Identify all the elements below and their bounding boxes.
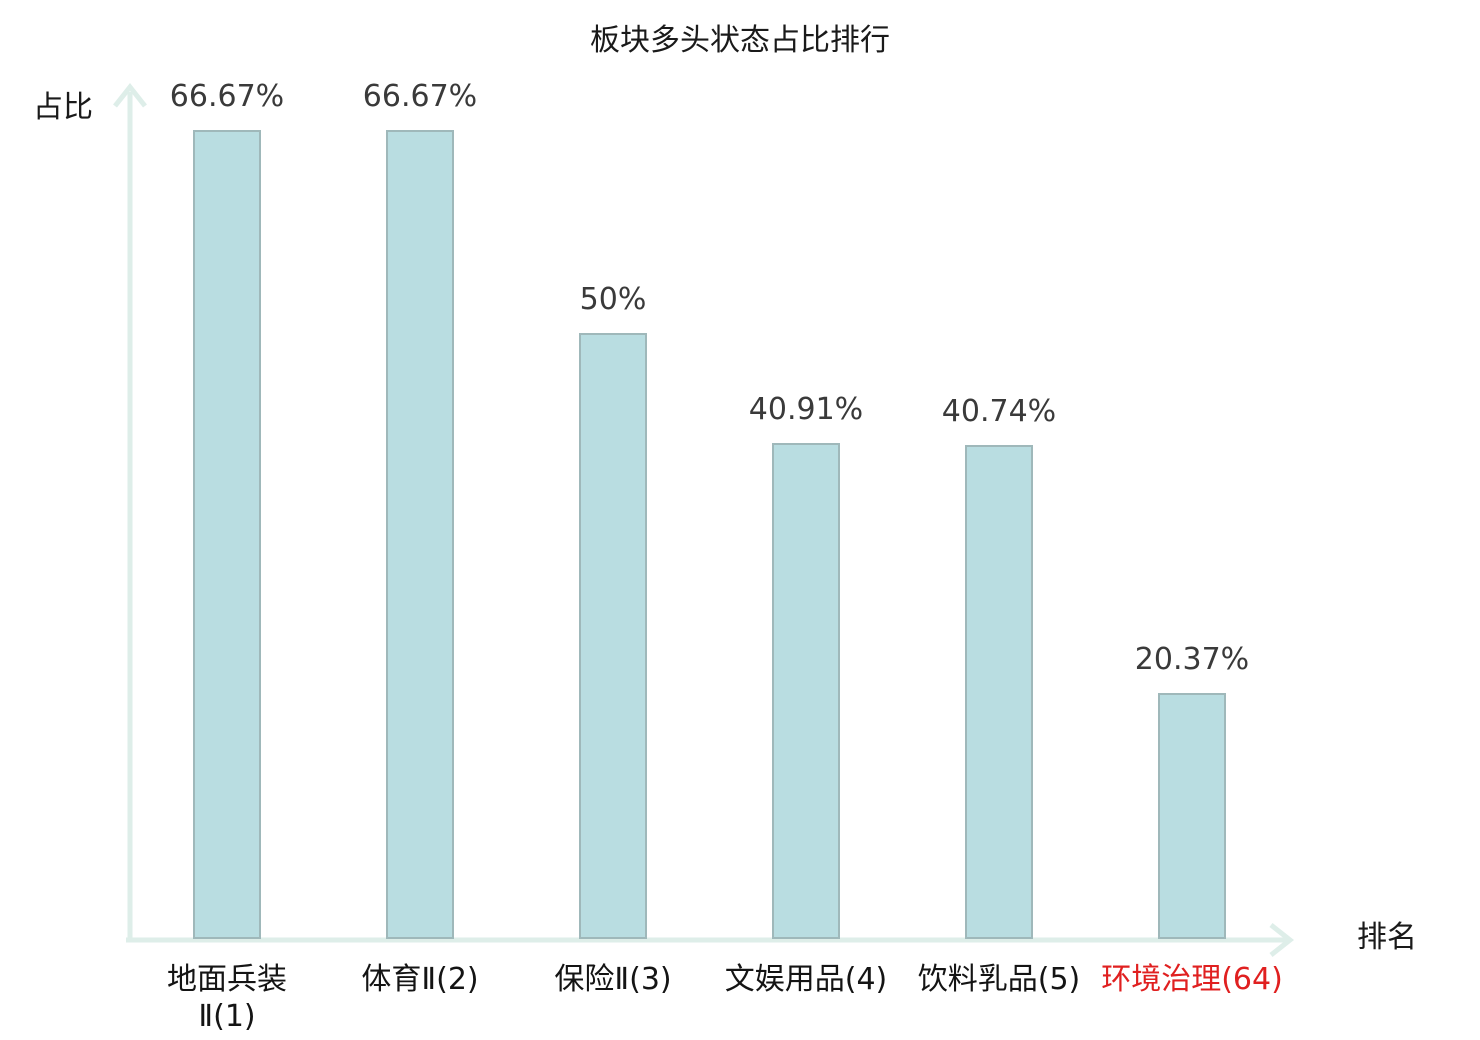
bar <box>386 130 454 939</box>
bar <box>1158 693 1226 939</box>
bar-value-label: 40.74% <box>941 394 1057 429</box>
x-axis-arrow-icon <box>1269 923 1295 957</box>
bar <box>579 333 647 939</box>
chart-title: 板块多头状态占比排行 <box>590 23 890 58</box>
y-axis-label: 占比 <box>33 90 93 125</box>
x-tick-label: 地面兵装 Ⅱ(1) <box>167 962 287 1034</box>
y-axis-arrow-icon <box>113 82 147 108</box>
x-tick-label: 饮料乳品(5) <box>917 962 1081 997</box>
x-tick-label: 体育Ⅱ(2) <box>361 962 479 997</box>
bar <box>772 443 840 939</box>
bar-value-label: 40.91% <box>748 392 864 427</box>
x-tick-label: 文娱用品(4) <box>724 962 888 997</box>
bar-value-label: 50% <box>579 282 647 317</box>
bar-value-label: 20.37% <box>1134 642 1250 677</box>
bar-value-label: 66.67% <box>362 79 478 114</box>
x-tick-label: 保险Ⅱ(3) <box>554 962 672 997</box>
bar-value-label: 66.67% <box>169 79 285 114</box>
x-tick-label: 环境治理(64) <box>1101 962 1283 997</box>
x-axis-label: 排名 <box>1357 920 1417 955</box>
bar <box>193 130 261 939</box>
bar <box>965 445 1033 939</box>
